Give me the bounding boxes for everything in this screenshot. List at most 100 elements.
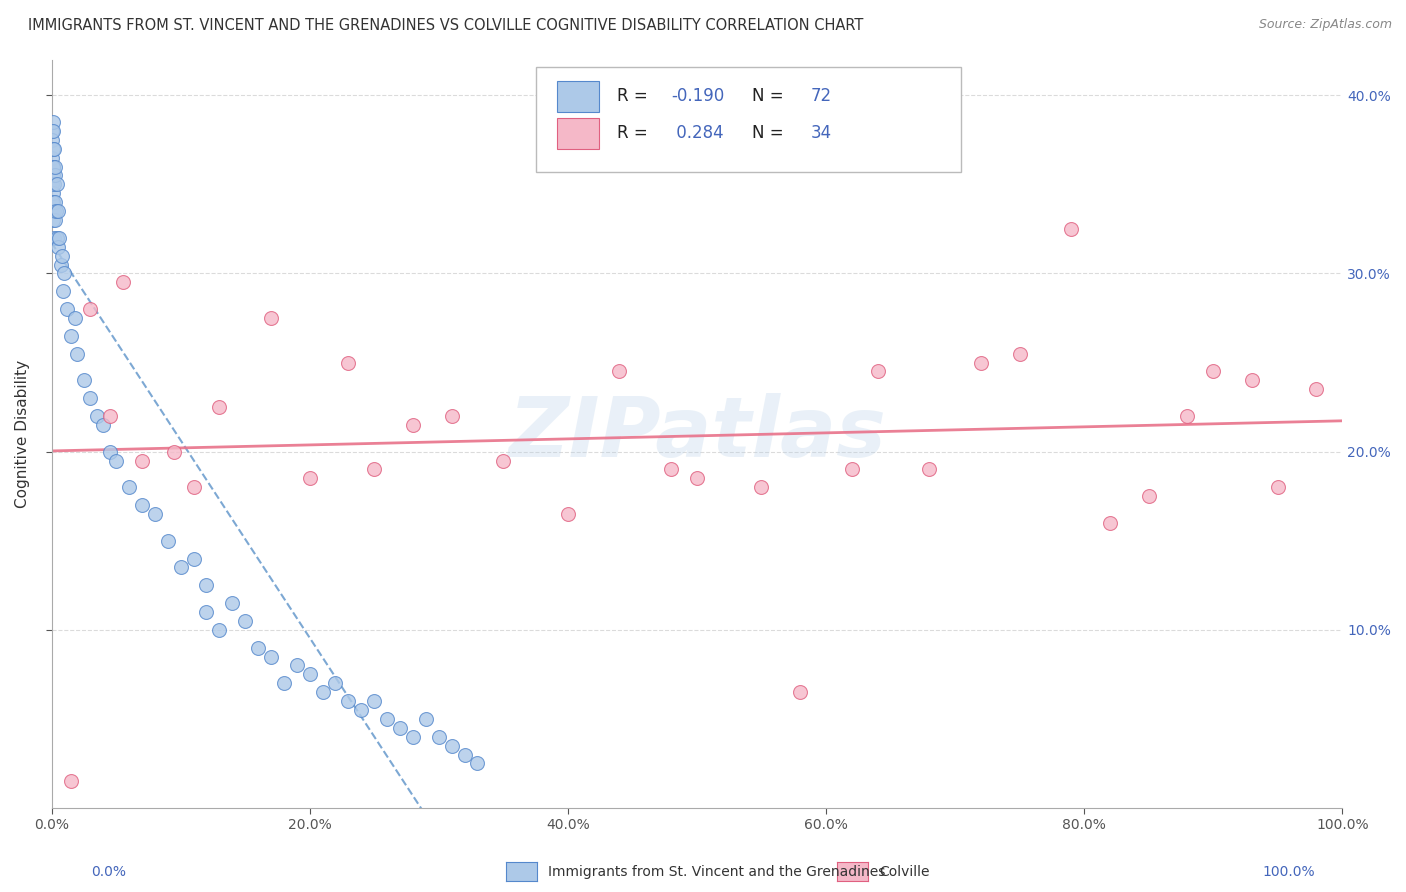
Point bbox=[41, 160, 63, 174]
Point bbox=[44, 213, 66, 227]
Point bbox=[42, 169, 65, 183]
Point bbox=[440, 409, 463, 423]
Point bbox=[1267, 480, 1289, 494]
Point bbox=[751, 480, 773, 494]
Point bbox=[41, 195, 63, 210]
Point bbox=[41, 213, 63, 227]
Point bbox=[375, 712, 398, 726]
Text: N =: N = bbox=[752, 87, 789, 104]
Point bbox=[105, 453, 128, 467]
Point bbox=[48, 231, 70, 245]
Point bbox=[46, 204, 69, 219]
Point bbox=[86, 409, 108, 423]
Point bbox=[98, 409, 121, 423]
Point bbox=[42, 160, 65, 174]
Point bbox=[156, 533, 179, 548]
Point bbox=[131, 453, 153, 467]
Text: 0.0%: 0.0% bbox=[91, 865, 127, 880]
Point bbox=[260, 649, 283, 664]
Point bbox=[273, 676, 295, 690]
Point bbox=[42, 115, 65, 129]
Text: 34: 34 bbox=[810, 124, 831, 142]
FancyBboxPatch shape bbox=[536, 67, 962, 172]
Point bbox=[402, 730, 425, 744]
Text: 0.284: 0.284 bbox=[671, 124, 724, 142]
Point bbox=[1305, 382, 1327, 396]
Y-axis label: Cognitive Disability: Cognitive Disability bbox=[15, 359, 30, 508]
Point bbox=[285, 658, 308, 673]
Point bbox=[1177, 409, 1199, 423]
Point bbox=[350, 703, 373, 717]
Point bbox=[363, 694, 385, 708]
Point bbox=[63, 310, 86, 325]
Point bbox=[1098, 516, 1121, 530]
Point bbox=[363, 462, 385, 476]
Point bbox=[45, 204, 67, 219]
Point bbox=[427, 730, 450, 744]
Point bbox=[44, 160, 66, 174]
Point bbox=[557, 507, 579, 521]
Point bbox=[440, 739, 463, 753]
Point bbox=[492, 453, 515, 467]
Point bbox=[41, 151, 63, 165]
Point bbox=[609, 364, 631, 378]
Text: R =: R = bbox=[617, 124, 652, 142]
Point bbox=[42, 142, 65, 156]
Point bbox=[247, 640, 270, 655]
Point bbox=[42, 160, 65, 174]
Point bbox=[56, 301, 79, 316]
Point bbox=[49, 258, 72, 272]
Text: Source: ZipAtlas.com: Source: ZipAtlas.com bbox=[1258, 18, 1392, 31]
Point bbox=[59, 328, 82, 343]
Text: -0.190: -0.190 bbox=[671, 87, 724, 104]
Point bbox=[686, 471, 709, 485]
Text: Colville: Colville bbox=[879, 865, 929, 880]
Point bbox=[143, 507, 166, 521]
Point bbox=[841, 462, 863, 476]
Point bbox=[918, 462, 941, 476]
Point bbox=[53, 267, 76, 281]
Point bbox=[66, 346, 89, 360]
Text: 100.0%: 100.0% bbox=[1263, 865, 1315, 880]
Point bbox=[44, 195, 66, 210]
Bar bbox=[558, 118, 599, 149]
Point bbox=[195, 578, 218, 592]
Point bbox=[41, 133, 63, 147]
Point bbox=[41, 124, 63, 138]
Point bbox=[298, 667, 321, 681]
Point bbox=[79, 301, 101, 316]
Text: 72: 72 bbox=[810, 87, 831, 104]
Point bbox=[44, 169, 66, 183]
Point bbox=[789, 685, 811, 699]
Bar bbox=[558, 80, 599, 112]
Point bbox=[298, 471, 321, 485]
Point bbox=[1240, 373, 1263, 387]
Text: Immigrants from St. Vincent and the Grenadines: Immigrants from St. Vincent and the Gren… bbox=[548, 865, 886, 880]
Point bbox=[208, 400, 231, 414]
Point bbox=[337, 694, 360, 708]
Point bbox=[1137, 489, 1160, 503]
Text: R =: R = bbox=[617, 87, 652, 104]
Point bbox=[325, 676, 347, 690]
Point bbox=[1008, 346, 1031, 360]
Point bbox=[169, 560, 191, 574]
Point bbox=[1060, 222, 1083, 236]
Point bbox=[233, 614, 256, 628]
Point bbox=[45, 178, 67, 192]
Point bbox=[337, 355, 360, 369]
Point bbox=[51, 249, 73, 263]
Point bbox=[467, 756, 489, 771]
Point bbox=[42, 186, 65, 201]
Point bbox=[389, 721, 412, 735]
Point bbox=[52, 285, 75, 299]
Point bbox=[45, 231, 67, 245]
Point bbox=[415, 712, 437, 726]
Point bbox=[866, 364, 889, 378]
Point bbox=[41, 178, 63, 192]
Point bbox=[42, 178, 65, 192]
Point bbox=[659, 462, 682, 476]
Point bbox=[46, 240, 69, 254]
Point bbox=[208, 623, 231, 637]
Point bbox=[59, 774, 82, 789]
Point bbox=[970, 355, 993, 369]
